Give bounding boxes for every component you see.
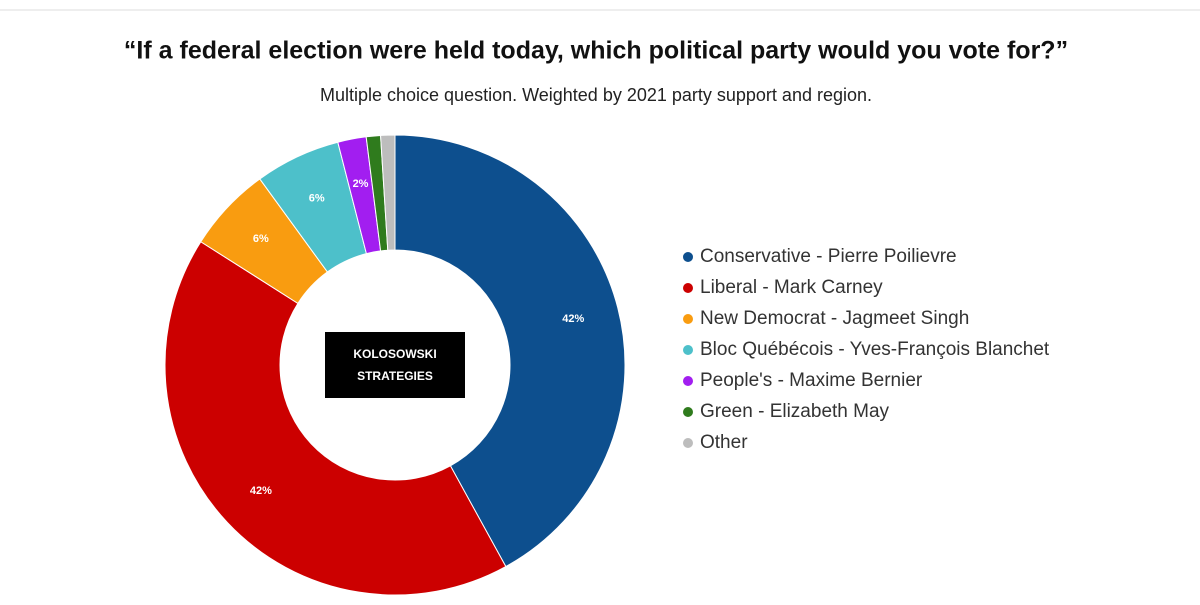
legend-label: New Democrat - Jagmeet Singh: [700, 308, 969, 329]
value-label: 42%: [250, 485, 272, 497]
donut-slice: [394, 134, 626, 568]
value-label: 2%: [353, 178, 369, 190]
donut-slice: [380, 134, 396, 251]
legend-label: Other: [700, 432, 748, 453]
chart-subtitle: Multiple choice question. Weighted by 20…: [320, 85, 872, 105]
legend-label: Bloc Québécois - Yves-François Blanchet: [700, 339, 1050, 360]
donut-slice: [164, 241, 507, 596]
legend-marker: [683, 376, 693, 386]
legend-marker: [683, 314, 693, 324]
value-label: 42%: [562, 313, 584, 325]
legend-marker: [683, 283, 693, 293]
legend-label: People's - Maxime Bernier: [700, 370, 923, 391]
watermark-box: [325, 332, 465, 398]
legend-marker: [683, 407, 693, 417]
value-label: 6%: [253, 233, 269, 245]
legend-marker: [683, 345, 693, 355]
legend-label: Green - Elizabeth May: [700, 401, 890, 422]
chart-title: “If a federal election were held today, …: [124, 37, 1068, 65]
legend-marker: [683, 252, 693, 262]
legend-label: Liberal - Mark Carney: [700, 277, 883, 298]
watermark-text: STRATEGIES: [357, 369, 433, 383]
watermark-text: KOLOSOWSKI: [353, 347, 436, 361]
value-label: 6%: [309, 192, 325, 204]
legend-label: Conservative - Pierre Poilievre: [700, 246, 957, 267]
legend-marker: [683, 438, 693, 448]
